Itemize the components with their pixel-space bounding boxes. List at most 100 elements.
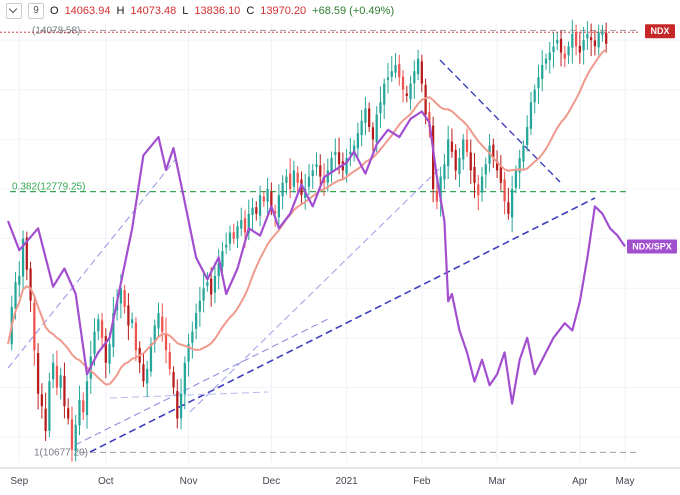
candle <box>511 175 514 233</box>
candle-body <box>168 352 171 369</box>
high-value: 14073.48 <box>130 5 177 17</box>
candle <box>597 24 600 56</box>
candle <box>405 85 408 103</box>
code-icon[interactable]: 9 <box>28 3 44 19</box>
candle-body <box>119 288 122 304</box>
candle <box>29 261 32 312</box>
candle-body <box>82 400 85 413</box>
trend-line-lower <box>74 317 331 446</box>
candle <box>548 41 551 74</box>
candle-body <box>277 195 281 218</box>
candle <box>473 153 476 199</box>
candle-body <box>202 288 205 301</box>
candle-body <box>428 112 431 127</box>
candle-body <box>70 419 74 450</box>
candle-body <box>416 58 420 75</box>
candle-body <box>29 268 32 301</box>
candle <box>172 366 175 395</box>
candle <box>413 60 416 99</box>
candle-body <box>85 381 89 416</box>
candle <box>40 383 43 419</box>
candle-body <box>477 184 480 196</box>
candle-body <box>454 149 457 171</box>
candle-body <box>443 164 446 180</box>
candle-body <box>59 375 62 388</box>
candle <box>213 262 217 304</box>
candle-body <box>40 394 43 407</box>
change-value: +68.59 (+0.49%) <box>312 5 395 17</box>
candle-body <box>194 313 198 329</box>
candle <box>605 22 608 53</box>
candle-body <box>601 31 604 35</box>
candle-body <box>582 40 585 51</box>
candle-body <box>134 322 138 351</box>
candle-body <box>232 232 235 239</box>
candle <box>315 152 318 176</box>
candle <box>586 21 589 50</box>
candle-body <box>149 344 153 372</box>
candle-body <box>183 362 186 395</box>
candle-body <box>567 46 570 56</box>
candle <box>319 154 322 188</box>
candle-body <box>131 319 134 324</box>
candle <box>164 317 168 364</box>
candle-body <box>447 139 450 167</box>
candle <box>251 198 254 230</box>
candle <box>25 231 28 281</box>
candle-body <box>179 393 183 419</box>
candle <box>183 356 186 410</box>
candle-body <box>544 58 548 64</box>
candle-body <box>36 353 40 394</box>
candle-body <box>593 40 597 47</box>
candle-body <box>334 151 337 155</box>
ndx-tag-label: NDX <box>650 26 669 36</box>
candle-body <box>507 202 510 214</box>
candle <box>36 343 40 410</box>
candle-body <box>571 33 574 48</box>
candle <box>225 232 228 255</box>
candle-body <box>398 63 401 78</box>
candle-body <box>221 251 224 267</box>
candle <box>443 153 446 190</box>
candle <box>398 54 401 86</box>
trend-line-mid <box>189 167 441 413</box>
candle-body <box>112 313 115 348</box>
candle <box>522 140 525 170</box>
candle-body <box>462 139 465 160</box>
candle-body <box>142 364 145 382</box>
moving-average <box>7 48 607 386</box>
candle-body <box>213 275 217 293</box>
candle <box>67 398 70 425</box>
candle-body <box>484 164 487 175</box>
x-tick-label: Mar <box>488 476 506 487</box>
ratio-tag-box <box>627 239 677 254</box>
candle <box>168 343 171 375</box>
candle-body <box>48 381 51 431</box>
candle <box>258 185 262 227</box>
candle <box>330 151 333 183</box>
candle-body <box>409 83 412 100</box>
high-label: H <box>116 5 125 17</box>
candle <box>533 84 536 114</box>
candle <box>191 321 194 359</box>
candle-body <box>371 127 375 140</box>
candle <box>18 261 21 297</box>
candle <box>112 297 115 358</box>
candle-body <box>319 165 322 177</box>
candle-body <box>93 331 96 354</box>
candle <box>228 225 232 251</box>
candle <box>138 341 141 374</box>
candle <box>383 78 386 120</box>
fib-level-382-label: 0.382(12779.25) <box>12 182 85 193</box>
candle <box>368 102 371 132</box>
chevron-down-icon[interactable] <box>6 3 22 19</box>
candle-body <box>285 176 288 183</box>
candle-body <box>469 152 472 171</box>
candle <box>82 392 85 420</box>
x-tick-label: Apr <box>572 476 588 487</box>
candle <box>590 23 593 57</box>
candle-body <box>315 164 318 167</box>
candle <box>292 160 296 193</box>
candle <box>593 30 597 56</box>
